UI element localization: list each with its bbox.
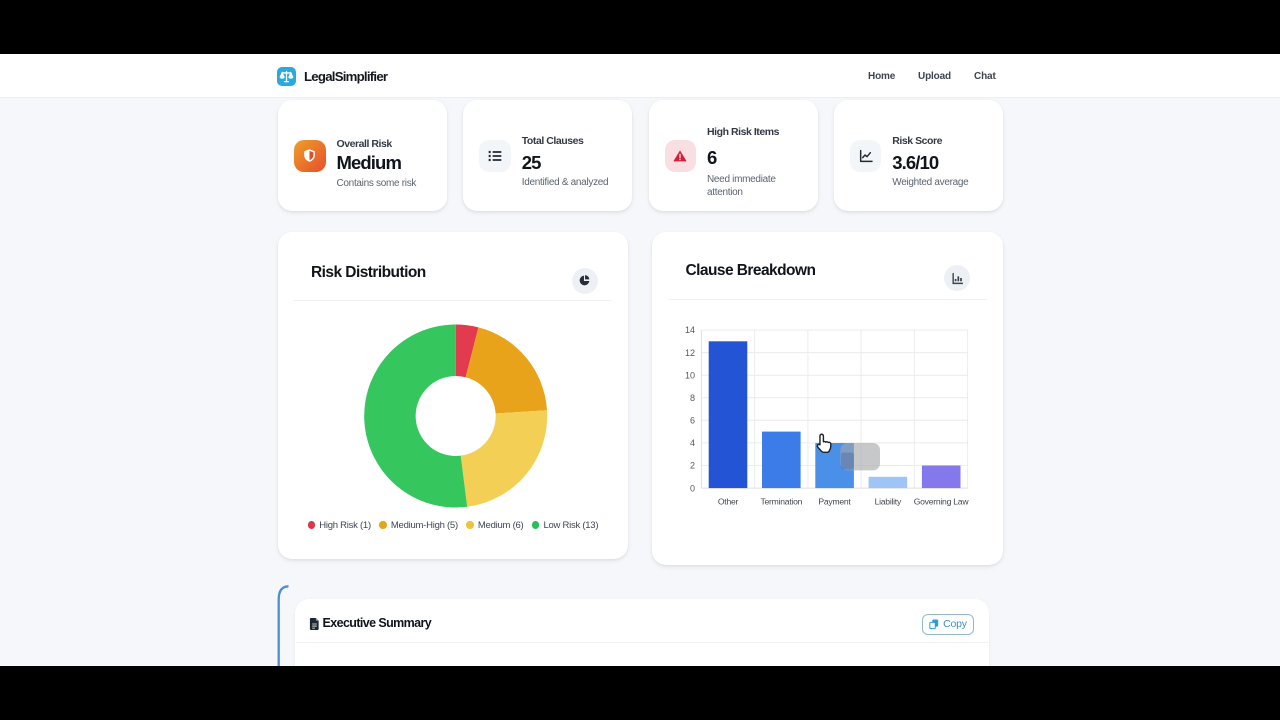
svg-text:10: 10	[685, 370, 695, 380]
svg-text:Termination: Termination	[760, 496, 802, 506]
svg-text:0: 0	[690, 483, 695, 493]
svg-text:14: 14	[685, 325, 695, 335]
svg-text:12: 12	[685, 348, 695, 358]
svg-text:Governing Law: Governing Law	[914, 496, 970, 506]
svg-text:2: 2	[690, 461, 695, 471]
svg-text:4: 4	[690, 438, 695, 448]
svg-text:Other: Other	[718, 496, 739, 506]
svg-text:6: 6	[690, 416, 695, 426]
svg-text:8: 8	[690, 393, 695, 403]
svg-text:Payment: Payment	[818, 496, 851, 506]
svg-text:Liability: Liability	[875, 496, 902, 506]
